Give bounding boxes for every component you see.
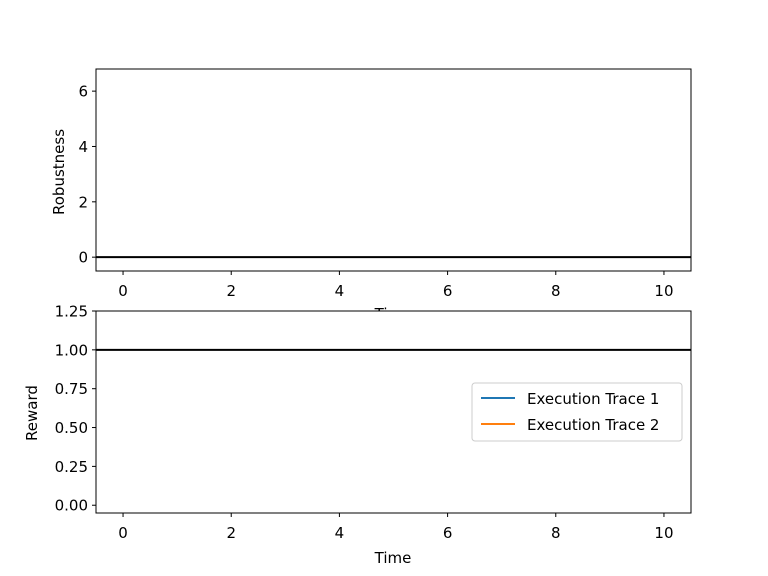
reward-y-tick-label: 1.25 (55, 303, 88, 321)
reward-x-tick-label: 2 (226, 524, 236, 542)
robustness-x-tick-label: 10 (654, 282, 673, 300)
reward-y-tick-label: 0.25 (55, 458, 88, 476)
legend-box (471, 382, 683, 442)
reward-x-tick-label: 8 (551, 524, 561, 542)
legend: Execution Trace 1 Execution Trace 2 (471, 382, 683, 442)
robustness-y-tick-label: 0 (78, 249, 88, 267)
reward-x-tick-label: 6 (443, 524, 453, 542)
reward-x-ticks: 0 2 4 6 8 10 (118, 513, 674, 542)
robustness-y-tick-label: 6 (78, 83, 88, 101)
robustness-y-tick-label: 2 (78, 193, 88, 211)
robustness-x-tick-label: 2 (226, 282, 236, 300)
robustness-y-ticks: 0 2 4 6 (78, 83, 96, 267)
reward-y-ticks: 0.00 0.25 0.50 0.75 1.00 1.25 (55, 303, 96, 515)
robustness-x-tick-label: 6 (443, 282, 453, 300)
reward-x-tick-label: 4 (335, 524, 345, 542)
reward-x-tick-label: 0 (118, 524, 128, 542)
reward-x-tick-label: 10 (654, 524, 673, 542)
robustness-x-tick-label: 0 (118, 282, 128, 300)
reward-y-tick-label: 0.75 (55, 380, 88, 398)
reward-y-tick-label: 0.50 (55, 419, 88, 437)
legend-label-trace-2: Execution Trace 2 (527, 416, 659, 434)
robustness-y-tick-label: 4 (78, 138, 88, 156)
robustness-x-tick-label: 8 (551, 282, 561, 300)
reward-y-axis-label: Reward (23, 385, 41, 441)
robustness-axes-frame (95, 68, 692, 272)
reward-y-tick-label: 1.00 (55, 341, 88, 359)
robustness-x-tick-label: 4 (335, 282, 345, 300)
robustness-y-axis-label: Robustness (50, 129, 68, 215)
reward-y-tick-label: 0.00 (55, 497, 88, 515)
robustness-x-ticks: 0 2 4 6 8 10 (118, 271, 674, 300)
reward-subplot: 0 2 4 6 8 10 0.00 0.25 0.50 0.75 1.00 1.25 Time Re… (23, 303, 692, 567)
legend-label-trace-1: Execution Trace 1 (527, 390, 659, 408)
reward-x-axis-label: Time (374, 549, 412, 567)
